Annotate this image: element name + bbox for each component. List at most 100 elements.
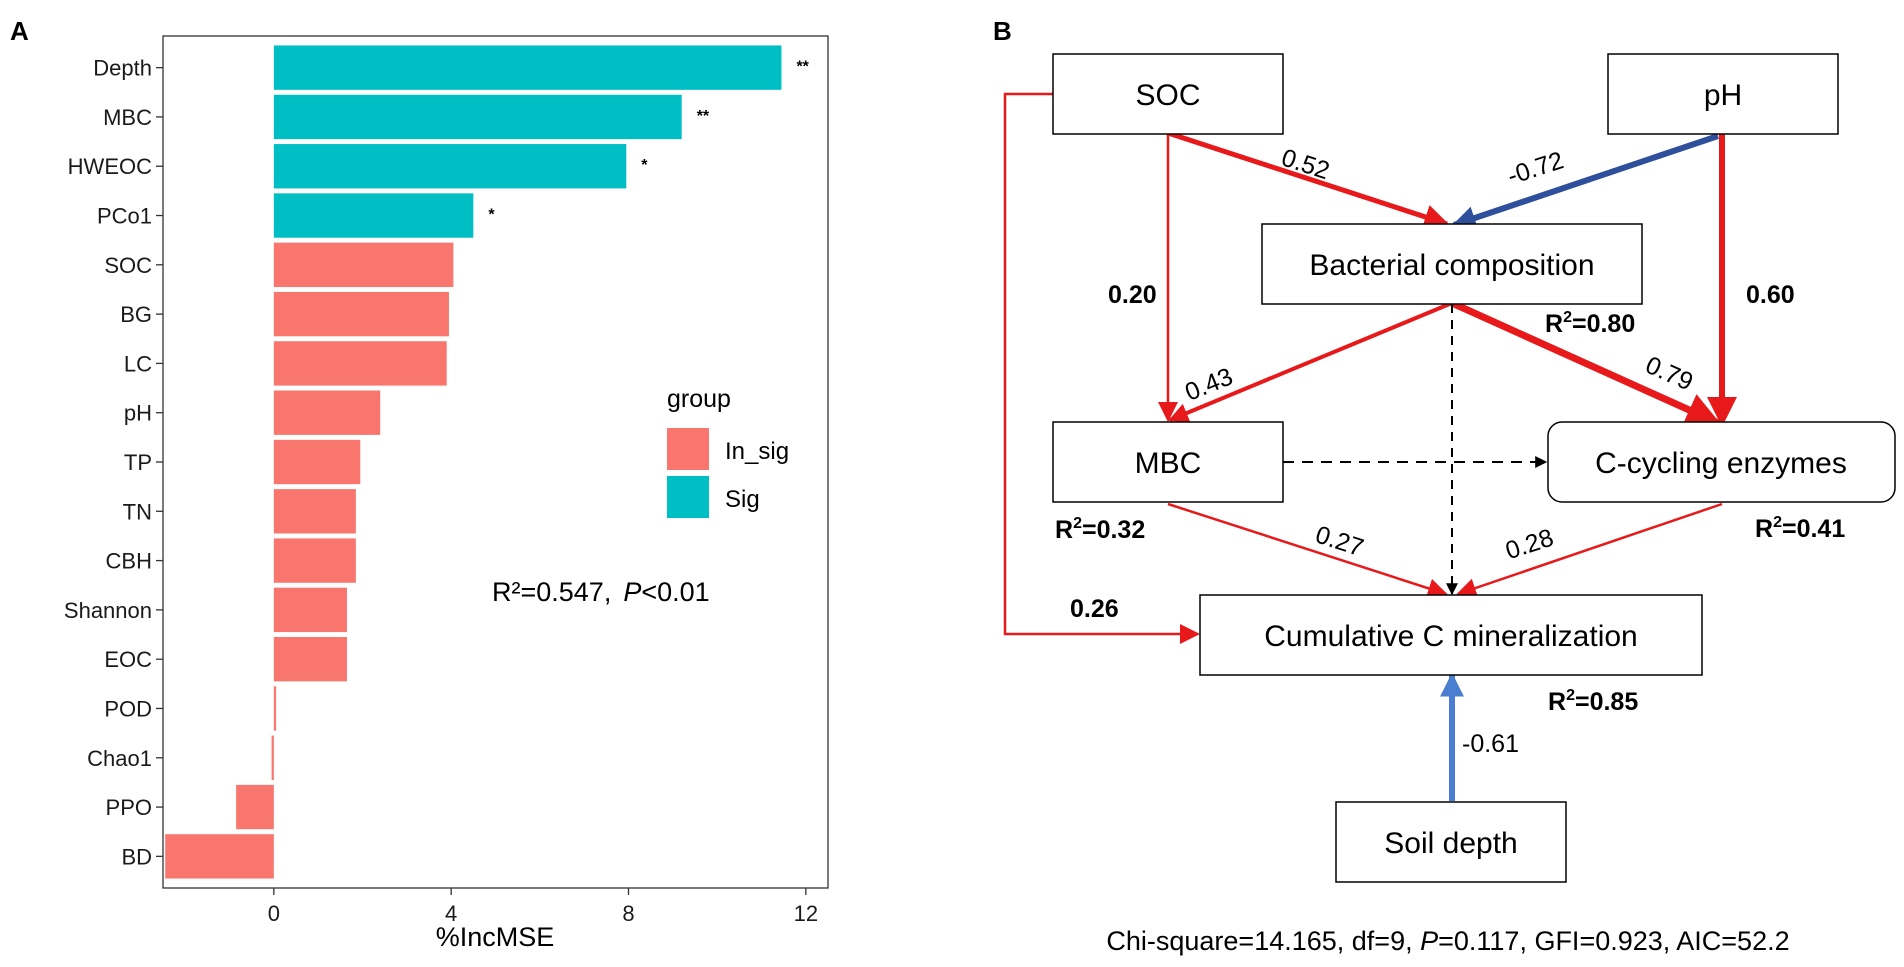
coef-enzymes-mineralization: 0.28 [1502,524,1557,566]
node-depth-label: Soil depth [1384,827,1517,860]
legend-label-in-sig: In_sig [725,438,789,465]
bar-tn [273,489,356,534]
coef-mbc-mineralization: 0.27 [1312,521,1367,563]
node-depth [1335,801,1567,883]
bar-soc [273,242,454,288]
bar-ph [273,390,381,435]
coef-ph-bacterial: -0.72 [1504,146,1567,190]
significance-labels: ****** [488,59,809,224]
node-mineralization [1199,594,1703,676]
r2-mbc: R2=0.32 [1055,515,1145,544]
path-bacterial-to-mbc [1168,301,1453,423]
bar-bd [165,834,274,879]
coef-depth-mineralization: -0.61 [1462,730,1519,758]
category-label: SOC [104,253,152,278]
path-soc-to-bacterial [1167,130,1450,229]
node-soc [1052,53,1284,135]
r2-bacterial-r: R [1545,310,1563,338]
bar-eoc [273,636,347,682]
p-label: P [623,577,641,607]
significance-marker: * [641,157,648,174]
bar-mbc [273,94,682,140]
legend-title: group [667,385,731,413]
bar-tp [273,439,361,485]
coef-soc-mineralization: 0.26 [1070,595,1119,623]
node-mineralization-label: Cumulative C mineralization [1264,620,1637,653]
bar-pod [273,686,277,731]
category-label: Depth [93,56,152,81]
node-mbc [1052,421,1284,503]
fit-p-label: P [1420,926,1438,956]
panel-a-label: A [10,16,29,46]
r2-mineralization-value: =0.85 [1575,688,1638,716]
path-mbc-to-mineralization [1167,502,1448,598]
x-tick-label: 0 [268,901,280,926]
coef-ph-enzymes: 0.60 [1746,281,1795,309]
category-label: EOC [104,647,152,672]
r2-mineralization: R2=0.85 [1548,687,1638,716]
category-label: Shannon [64,598,152,623]
panel-a: A Depth MBC HWEOC PCo1 SOC BG LC pH TP TN CBH Shann… [10,16,829,952]
r2-enzymes-value: =0.41 [1782,515,1845,543]
fit-pre: Chi-square=14.165, df=9, [1106,926,1420,956]
legend-label-sig: Sig [725,486,760,513]
r2-enzymes: R2=0.41 [1755,514,1845,543]
coef-bacterial-mbc: 0.43 [1181,362,1237,406]
coef-soc-bacterial: 0.52 [1278,144,1333,186]
x-tick-label: 4 [445,901,457,926]
x-axis-label: %IncMSE [436,922,555,952]
r2-bacterial: R2=0.80 [1545,309,1635,338]
legend: group In_sig Sig [667,385,789,518]
r2-enzymes-sup: 2 [1773,514,1782,531]
category-labels: Depth MBC HWEOC PCo1 SOC BG LC pH TP TN CBH Shannon… [64,56,163,869]
r2-mbc-sup: 2 [1073,515,1082,532]
r2-mineralization-sup: 2 [1566,687,1575,704]
x-tick-label: 12 [794,901,818,926]
category-label: PPO [106,795,152,820]
bar-lc [273,341,447,386]
bar-pco1 [273,193,474,238]
node-enzymes [1547,421,1896,503]
r2-enzymes-r: R [1755,515,1773,543]
node-ph-label: pH [1704,79,1742,112]
node-bacterial [1261,223,1643,305]
panel-b-label: B [993,16,1012,46]
bar-depth [273,45,782,90]
legend-swatch-in-sig [667,428,709,470]
category-label: BG [120,302,152,327]
category-label: Chao1 [87,746,152,771]
bar-bg [273,291,449,337]
x-axis-ticks: 0 4 8 12 [268,888,818,926]
x-tick-label: 8 [622,901,634,926]
category-label: pH [124,401,152,426]
coef-soc-mbc: 0.20 [1108,281,1157,309]
bar-ppo [236,784,274,830]
node-enzymes-label: C-cycling enzymes [1595,447,1847,480]
model-fit-statistics: Chi-square=14.165, df=9, P=0.117, GFI=0.… [1106,926,1789,956]
fit-post: =0.117, GFI=0.923, AIC=52.2 [1438,926,1790,956]
significance-marker: ** [796,59,809,76]
path-enzymes-to-mineralization [1456,502,1723,598]
r2-bacterial-value: =0.80 [1572,310,1635,338]
category-label: BD [121,844,152,869]
category-label: TP [124,450,152,475]
r2-bacterial-sup: 2 [1563,309,1572,326]
category-label: MBC [103,105,152,130]
r2-mineralization-r: R [1548,688,1566,716]
r2-mbc-r: R [1055,516,1073,544]
path-bacterial-to-enzymes [1450,299,1722,427]
p-value: <0.01 [641,577,709,607]
category-label: TN [123,499,152,524]
node-bacterial-label: Bacterial composition [1309,249,1594,282]
category-label: POD [104,696,152,721]
significance-marker: ** [697,108,710,125]
bar-series [165,45,782,879]
legend-swatch-sig [667,476,709,518]
r2-mbc-value: =0.32 [1082,516,1145,544]
category-label: LC [124,351,152,376]
path-ph-to-bacterial [1451,133,1719,230]
path-soc-to-mineralization [1003,92,1200,644]
significance-marker: * [488,207,495,224]
node-ph [1607,53,1839,135]
